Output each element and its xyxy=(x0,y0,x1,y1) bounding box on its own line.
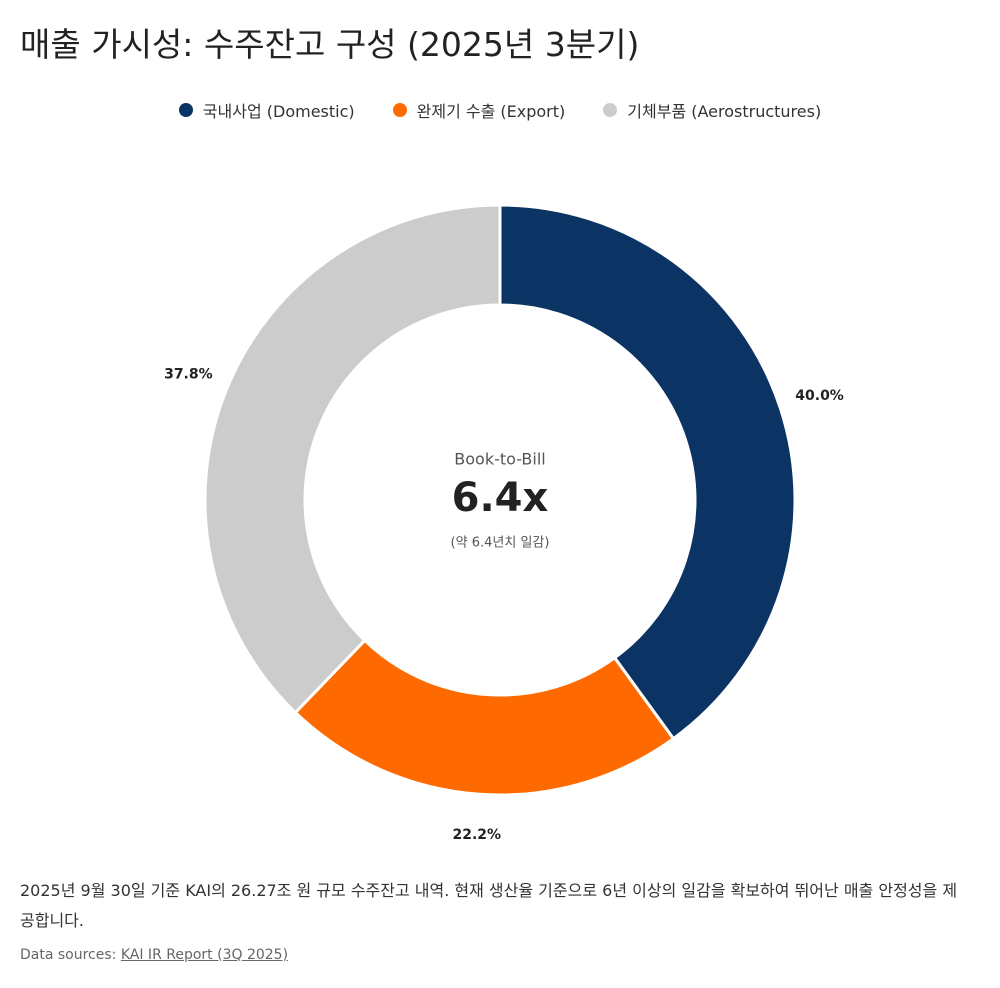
value-label: 40.0% xyxy=(795,388,844,404)
donut-slice xyxy=(498,203,797,741)
value-label: 22.2% xyxy=(453,827,502,843)
legend-swatch xyxy=(603,103,618,117)
legend-swatch xyxy=(392,103,407,117)
legend-swatch xyxy=(178,103,193,117)
donut-slice xyxy=(203,203,502,715)
center-value: 6.4x xyxy=(452,475,549,521)
chart: Book-to-Bill 6.4x (약 6.4년치 일감) 40.0% 22.2… xyxy=(164,203,844,843)
legend-label: 기체부품 (Aerostructures) xyxy=(627,102,822,121)
legend: 국내사업 (Domestic) 완제기 수출 (Export) 기체부품 (Aero… xyxy=(0,98,1000,122)
description: 2025년 9월 30일 기준 KAI의 26.27조 원 규모 수주잔고 내역… xyxy=(20,881,958,930)
legend-label: 완제기 수출 (Export) xyxy=(416,102,566,121)
donut-slice xyxy=(293,638,676,797)
source-link[interactable]: KAI IR Report (3Q 2025) xyxy=(120,947,289,963)
chart-title: 매출 가시성: 수주잔고 구성 (2025년 3분기) xyxy=(20,25,640,64)
value-label: 37.8% xyxy=(164,366,213,382)
legend-item: 기체부품 (Aerostructures) xyxy=(603,98,821,122)
legend-item: 국내사업 (Domestic) xyxy=(178,98,355,122)
source: Data sources: KAI IR Report (3Q 2025) xyxy=(20,947,288,963)
legend-item: 완제기 수출 (Export) xyxy=(392,98,566,122)
center-note: (약 6.4년치 일감) xyxy=(451,536,550,551)
center-label: Book-to-Bill xyxy=(454,450,545,469)
source-prefix: Data sources: xyxy=(20,947,117,963)
legend-label: 국내사업 (Domestic) xyxy=(202,102,355,121)
